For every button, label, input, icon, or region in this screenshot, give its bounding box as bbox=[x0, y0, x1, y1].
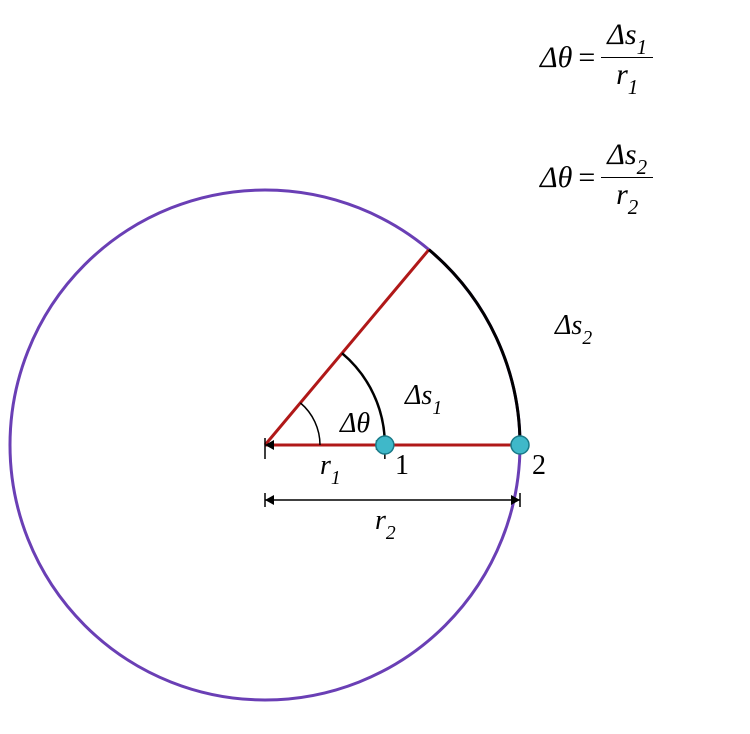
delta-s1-sub: 1 bbox=[432, 398, 442, 419]
eq2-den: r2 bbox=[601, 178, 653, 215]
point-1 bbox=[376, 436, 394, 454]
label-point-2: 2 bbox=[532, 452, 546, 480]
eq1-eq: = bbox=[578, 43, 595, 73]
delta-s2-text: Δs bbox=[555, 310, 582, 341]
label-delta-theta: Δθ bbox=[340, 410, 370, 438]
r2-text: r bbox=[375, 505, 386, 536]
diagram-canvas bbox=[0, 0, 750, 734]
eq2-num-text: Δs bbox=[607, 138, 636, 171]
point-2 bbox=[511, 436, 529, 454]
r1-text: r bbox=[320, 450, 331, 481]
eq2-eq: = bbox=[578, 163, 595, 193]
delta-theta-text: Δθ bbox=[340, 408, 370, 439]
label-delta-s2: Δs2 bbox=[555, 312, 592, 345]
eq2-fraction: Δs2 r2 bbox=[601, 140, 653, 215]
eq1-den: r1 bbox=[601, 58, 653, 95]
dim-r2-arrow-left bbox=[265, 495, 274, 505]
delta-s2-sub: 2 bbox=[582, 328, 592, 349]
label-r1: r1 bbox=[320, 452, 341, 485]
eq1-num-sub: 1 bbox=[637, 35, 648, 59]
equation-1: Δθ = Δs1 r1 bbox=[540, 20, 653, 95]
pt1-text: 1 bbox=[395, 450, 409, 481]
eq1-num-text: Δs bbox=[607, 18, 636, 51]
label-point-1: 1 bbox=[395, 452, 409, 480]
r1-sub: 1 bbox=[331, 468, 341, 489]
eq2-den-sub: 2 bbox=[628, 195, 639, 219]
equation-2: Δθ = Δs2 r2 bbox=[540, 140, 653, 215]
label-r2: r2 bbox=[375, 507, 396, 540]
eq1-fraction: Δs1 r1 bbox=[601, 20, 653, 95]
eq1-num: Δs1 bbox=[601, 20, 653, 58]
label-delta-s1: Δs1 bbox=[405, 382, 442, 415]
arc-delta-s2 bbox=[429, 250, 520, 445]
r2-sub: 2 bbox=[386, 523, 396, 544]
eq1-lhs: Δθ bbox=[540, 43, 572, 73]
eq2-lhs: Δθ bbox=[540, 163, 572, 193]
angle-marker bbox=[300, 403, 320, 445]
eq2-den-text: r bbox=[616, 178, 628, 211]
eq2-num-sub: 2 bbox=[637, 155, 648, 179]
eq1-den-text: r bbox=[616, 58, 628, 91]
delta-s1-text: Δs bbox=[405, 380, 432, 411]
pt2-text: 2 bbox=[532, 450, 546, 481]
eq1-den-sub: 1 bbox=[628, 75, 639, 99]
eq2-num: Δs2 bbox=[601, 140, 653, 178]
